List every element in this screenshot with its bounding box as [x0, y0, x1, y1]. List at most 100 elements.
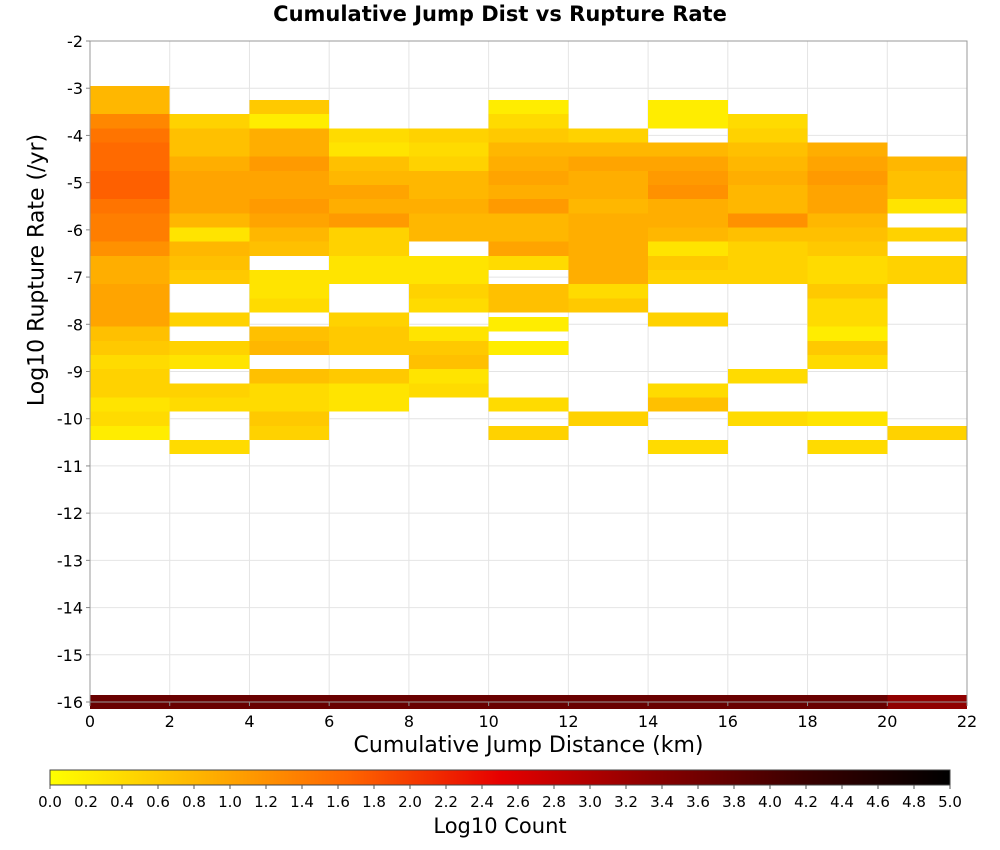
- heatmap-cell: [727, 369, 808, 384]
- heatmap-cell: [727, 185, 808, 200]
- heatmap-cell: [90, 340, 170, 355]
- heatmap-cell: [249, 411, 330, 426]
- heatmap-cell: [169, 269, 250, 285]
- heatmap-cells: [90, 85, 967, 710]
- colorbar-tick-label: 1.4: [290, 793, 314, 811]
- heatmap-cell: [807, 326, 888, 341]
- x-tick-label: 20: [877, 712, 897, 731]
- heatmap-cell: [249, 156, 330, 171]
- colorbar-label: Log10 Count: [433, 814, 567, 838]
- y-tick-label: -16: [57, 693, 83, 712]
- heatmap-cell: [887, 199, 967, 214]
- y-tick-label: -6: [67, 221, 83, 240]
- heatmap-cell: [807, 439, 888, 455]
- heatmap-cell: [90, 425, 170, 440]
- heatmap-cell: [249, 185, 330, 200]
- heatmap-cell: [169, 383, 250, 398]
- x-tick-label: 18: [797, 712, 817, 731]
- colorbar-tick-label: 4.8: [902, 793, 926, 811]
- colorbar-tick-label: 4.4: [830, 793, 854, 811]
- colorbar: 0.0 0.2 0.4 0.6 0.8 1.0 1.2 1.4 1.6 1.8 2.0 2.2 2.4 2…: [38, 769, 962, 811]
- heatmap-cell: [568, 170, 649, 186]
- heatmap-cell: [249, 269, 330, 285]
- heatmap-cell: [488, 241, 569, 256]
- heatmap-cell: [807, 227, 888, 242]
- heatmap-cell: [648, 227, 728, 242]
- heatmap-cell: [727, 156, 808, 171]
- heatmap-cell: [568, 213, 649, 228]
- heatmap-cell: [807, 213, 888, 228]
- heatmap-cell: [249, 213, 330, 228]
- heatmap-cell: [488, 100, 569, 115]
- heatmap-cell: [488, 156, 569, 171]
- heatmap-cell: [488, 114, 569, 129]
- colorbar-tick-label: 2.8: [542, 793, 566, 811]
- y-tick-label: -13: [57, 551, 83, 570]
- heatmap-cell: [727, 128, 808, 143]
- heatmap-cell: [90, 85, 170, 101]
- colorbar-tick-label: 3.4: [650, 793, 674, 811]
- x-tick-label: 4: [244, 712, 254, 731]
- heatmap-cell: [568, 199, 649, 214]
- heatmap-cell: [807, 354, 888, 370]
- heatmap-cell: [329, 142, 409, 157]
- heatmap-cell: [329, 383, 409, 398]
- heatmap-cell: [408, 340, 489, 355]
- heatmap-cell: [648, 100, 728, 115]
- heatmap-cell: [887, 269, 967, 285]
- heatmap-cell: [648, 114, 728, 129]
- colorbar-tick-label: 0.6: [146, 793, 170, 811]
- heatmap-cell: [648, 269, 728, 285]
- heatmap-cell: [249, 340, 330, 355]
- colorbar-tick-label: 4.6: [866, 793, 890, 811]
- heatmap-cell: [90, 156, 170, 171]
- y-tick-label: -9: [67, 363, 83, 382]
- heatmap-cell: [727, 199, 808, 214]
- heatmap-cell: [90, 142, 170, 157]
- heatmap-cell: [807, 199, 888, 214]
- heatmap-cell: [408, 255, 489, 270]
- heatmap-cell: [329, 255, 409, 270]
- heatmap-cell: [249, 128, 330, 143]
- heatmap-cell: [90, 170, 170, 186]
- heatmap-cell: [807, 411, 888, 426]
- heatmap-cell: [568, 128, 649, 143]
- heatmap-cell: [568, 284, 649, 299]
- heatmap-cell: [329, 185, 409, 200]
- heatmap-cell: [648, 185, 728, 200]
- y-axis-label: Log10 Rupture Rate (/yr): [24, 133, 50, 407]
- heatmap-cell: [408, 185, 489, 200]
- heatmap-cell: [169, 312, 250, 327]
- heatmap-cell: [727, 269, 808, 285]
- colorbar-tick-label: 0.0: [38, 793, 62, 811]
- heatmap-cell: [249, 326, 330, 341]
- x-axis-label: Cumulative Jump Distance (km): [353, 733, 704, 758]
- heatmap-cell: [488, 298, 569, 313]
- heatmap-cell: [90, 383, 170, 398]
- heatmap-cell: [90, 284, 170, 299]
- heatmap-cell: [488, 317, 569, 332]
- heatmap-cell: [329, 128, 409, 143]
- heatmap-cell: [488, 142, 569, 157]
- colorbar-tick-label: 4.0: [758, 793, 782, 811]
- heatmap-cell: [90, 397, 170, 412]
- heatmap-cell: [169, 439, 250, 455]
- heatmap-cell: [169, 213, 250, 228]
- heatmap-cell: [329, 369, 409, 384]
- heatmap-cell: [727, 213, 808, 228]
- heatmap-cell: [807, 255, 888, 270]
- heatmap-cell: [887, 156, 967, 171]
- heatmap-cell: [90, 369, 170, 384]
- heatmap-cell: [648, 199, 728, 214]
- heatmap-cell: [408, 213, 489, 228]
- x-tick-label: 14: [638, 712, 658, 731]
- heatmap-cell: [408, 227, 489, 242]
- heatmap-cell: [408, 128, 489, 143]
- heatmap-cell: [249, 383, 330, 398]
- heatmap-cell: [648, 241, 728, 256]
- heatmap-cell: [568, 298, 649, 313]
- heatmap-cell: [90, 185, 170, 200]
- heatmap-cell: [169, 199, 250, 214]
- heatmap-cell: [329, 199, 409, 214]
